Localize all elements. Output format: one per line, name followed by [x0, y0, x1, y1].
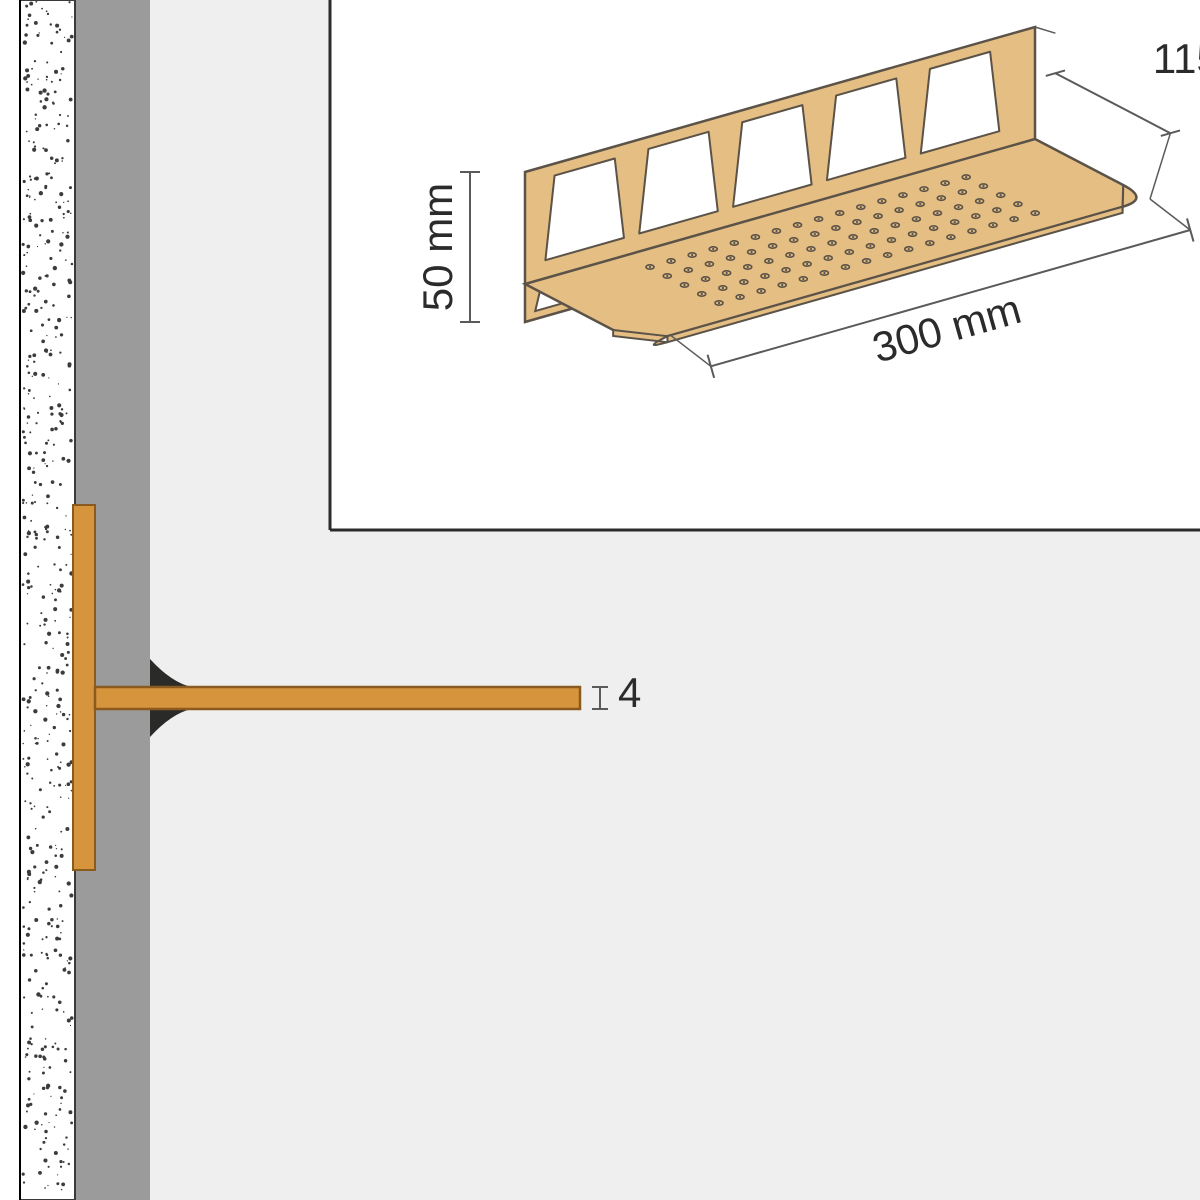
substrate-layer: [20, 0, 75, 1200]
shelf-back-tab: [73, 505, 95, 870]
shelf-cross-section: [95, 687, 580, 709]
thickness-dimension: 4: [618, 669, 641, 716]
height-dimension: 50 mm: [414, 183, 461, 311]
shelf-dimension-diagram: 450 mm115300 mm: [0, 0, 1200, 1200]
depth-dimension: 115: [1153, 35, 1200, 82]
